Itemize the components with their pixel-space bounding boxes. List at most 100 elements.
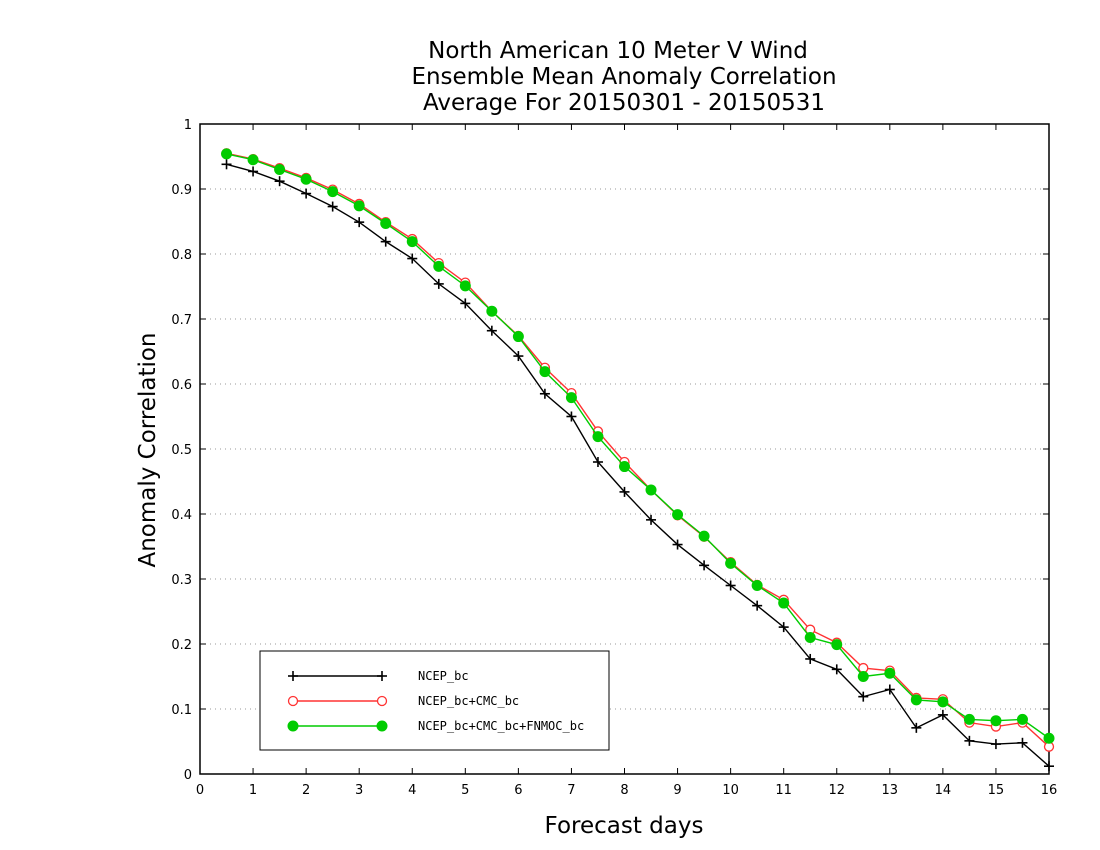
data-point bbox=[327, 201, 338, 212]
y-tick-label: 1 bbox=[184, 118, 192, 133]
data-point bbox=[565, 392, 577, 404]
x-tick-label: 2 bbox=[302, 783, 310, 798]
data-point bbox=[221, 148, 233, 160]
data-point bbox=[964, 735, 975, 746]
x-tick-label: 15 bbox=[988, 783, 1005, 798]
data-point bbox=[247, 154, 259, 166]
series-3 bbox=[221, 148, 1055, 744]
chart-title-line-2: Ensemble Mean Anomaly Correlation bbox=[411, 64, 836, 90]
data-point bbox=[539, 366, 551, 378]
data-point bbox=[831, 639, 843, 651]
data-point bbox=[725, 580, 736, 591]
y-tick-label: 0.8 bbox=[171, 248, 192, 263]
x-tick-label: 0 bbox=[196, 783, 204, 798]
data-point bbox=[645, 484, 657, 496]
data-point bbox=[884, 684, 895, 695]
legend-marker bbox=[376, 695, 388, 707]
x-tick-label: 6 bbox=[514, 783, 522, 798]
series-layer bbox=[221, 148, 1055, 772]
data-point bbox=[778, 597, 790, 609]
data-point bbox=[353, 200, 365, 212]
data-point bbox=[248, 166, 259, 177]
x-tick-label: 16 bbox=[1041, 783, 1058, 798]
x-tick-label: 1 bbox=[249, 783, 257, 798]
y-tick-label: 0.3 bbox=[171, 573, 192, 588]
series-1 bbox=[221, 159, 1054, 772]
chart-title-line-3: Average For 20150301 - 20150531 bbox=[423, 90, 825, 116]
x-tick-label: 12 bbox=[828, 783, 845, 798]
x-tick-label: 9 bbox=[673, 783, 681, 798]
legend-marker bbox=[377, 671, 387, 681]
data-point bbox=[513, 351, 524, 362]
x-tick-label: 7 bbox=[567, 783, 575, 798]
data-point bbox=[804, 632, 816, 643]
data-point bbox=[831, 664, 842, 675]
data-point bbox=[698, 530, 710, 542]
data-point bbox=[433, 278, 444, 289]
data-point bbox=[857, 671, 869, 682]
x-tick-label: 11 bbox=[775, 783, 792, 798]
data-point bbox=[539, 388, 550, 399]
legend-item: NCEP_bc+CMC_bc bbox=[287, 694, 519, 708]
data-point bbox=[301, 188, 312, 199]
legend-item: NCEP_bc+CMC_bc+FNMOC_bc bbox=[287, 719, 584, 733]
x-tick-label: 5 bbox=[461, 783, 469, 798]
data-point bbox=[592, 431, 604, 443]
data-point bbox=[963, 713, 975, 725]
data-point bbox=[1017, 737, 1028, 748]
series-line bbox=[226, 163, 1050, 767]
x-tick-label: 8 bbox=[620, 783, 628, 798]
y-tick-label: 0.2 bbox=[171, 638, 192, 653]
data-point bbox=[990, 739, 1001, 750]
legend: NCEP_bc NCEP_bc+CMC_bc NCEP_bc+CMC_bc+FNMO… bbox=[259, 650, 610, 751]
legend-marker bbox=[287, 720, 299, 732]
data-point bbox=[380, 236, 391, 247]
legend-item: NCEP_bc bbox=[288, 669, 469, 683]
y-axis-label: Anomaly Correlation bbox=[135, 332, 161, 567]
data-point bbox=[699, 560, 710, 571]
gridlines bbox=[200, 188, 1049, 710]
data-point bbox=[911, 722, 922, 733]
data-point bbox=[512, 331, 524, 343]
data-point bbox=[274, 164, 286, 175]
axis-ticks: 00.10.20.30.40.50.60.70.80.910 1 2 3 4 5 6 7 8 9 1… bbox=[171, 118, 1057, 798]
data-point bbox=[459, 280, 471, 292]
legend-marker bbox=[376, 720, 388, 732]
x-tick-label: 13 bbox=[882, 783, 899, 798]
data-point bbox=[725, 557, 737, 569]
data-point bbox=[619, 461, 630, 473]
data-point bbox=[486, 305, 498, 317]
data-point bbox=[858, 691, 869, 702]
data-point bbox=[486, 325, 497, 336]
y-tick-label: 0 bbox=[184, 768, 192, 783]
legend-marker bbox=[288, 671, 298, 681]
x-tick-label: 3 bbox=[355, 783, 363, 798]
y-tick-label: 0.6 bbox=[171, 378, 192, 393]
data-point bbox=[805, 653, 816, 664]
data-point bbox=[910, 694, 922, 706]
y-tick-label: 0.4 bbox=[171, 508, 192, 523]
data-point bbox=[592, 457, 603, 467]
x-axis-label: Forecast days bbox=[545, 813, 704, 839]
data-point bbox=[380, 217, 392, 229]
data-point bbox=[752, 600, 763, 611]
legend-label: NCEP_bc+CMC_bc+FNMOC_bc bbox=[418, 719, 584, 733]
y-tick-label: 0.7 bbox=[171, 313, 192, 328]
data-point bbox=[884, 667, 896, 679]
data-point bbox=[672, 539, 683, 550]
data-point bbox=[406, 236, 418, 248]
data-point bbox=[460, 298, 471, 309]
y-tick-label: 0.1 bbox=[171, 703, 192, 718]
data-point bbox=[937, 709, 948, 720]
data-point bbox=[274, 176, 285, 187]
data-point bbox=[1016, 713, 1028, 725]
x-tick-label: 10 bbox=[722, 783, 739, 798]
data-point bbox=[433, 260, 445, 272]
data-point bbox=[751, 580, 763, 591]
data-point bbox=[407, 253, 418, 264]
x-tick-label: 4 bbox=[408, 783, 416, 798]
data-point bbox=[778, 622, 789, 633]
data-point bbox=[327, 186, 339, 198]
x-tick-label: 14 bbox=[935, 783, 952, 798]
